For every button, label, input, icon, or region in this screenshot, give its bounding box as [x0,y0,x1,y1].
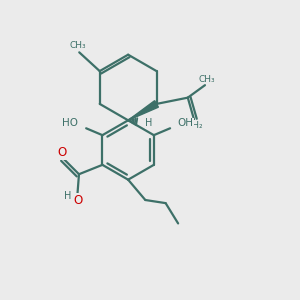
Text: O: O [57,146,66,160]
Text: CH₃: CH₃ [198,75,215,84]
Text: H: H [145,118,153,128]
Text: O: O [74,194,83,207]
Text: CH₃: CH₃ [69,41,86,50]
Text: HO: HO [62,118,78,128]
Text: CH₂: CH₂ [186,121,203,130]
Text: OH: OH [177,118,193,128]
Text: H: H [64,191,71,201]
Polygon shape [128,101,158,120]
